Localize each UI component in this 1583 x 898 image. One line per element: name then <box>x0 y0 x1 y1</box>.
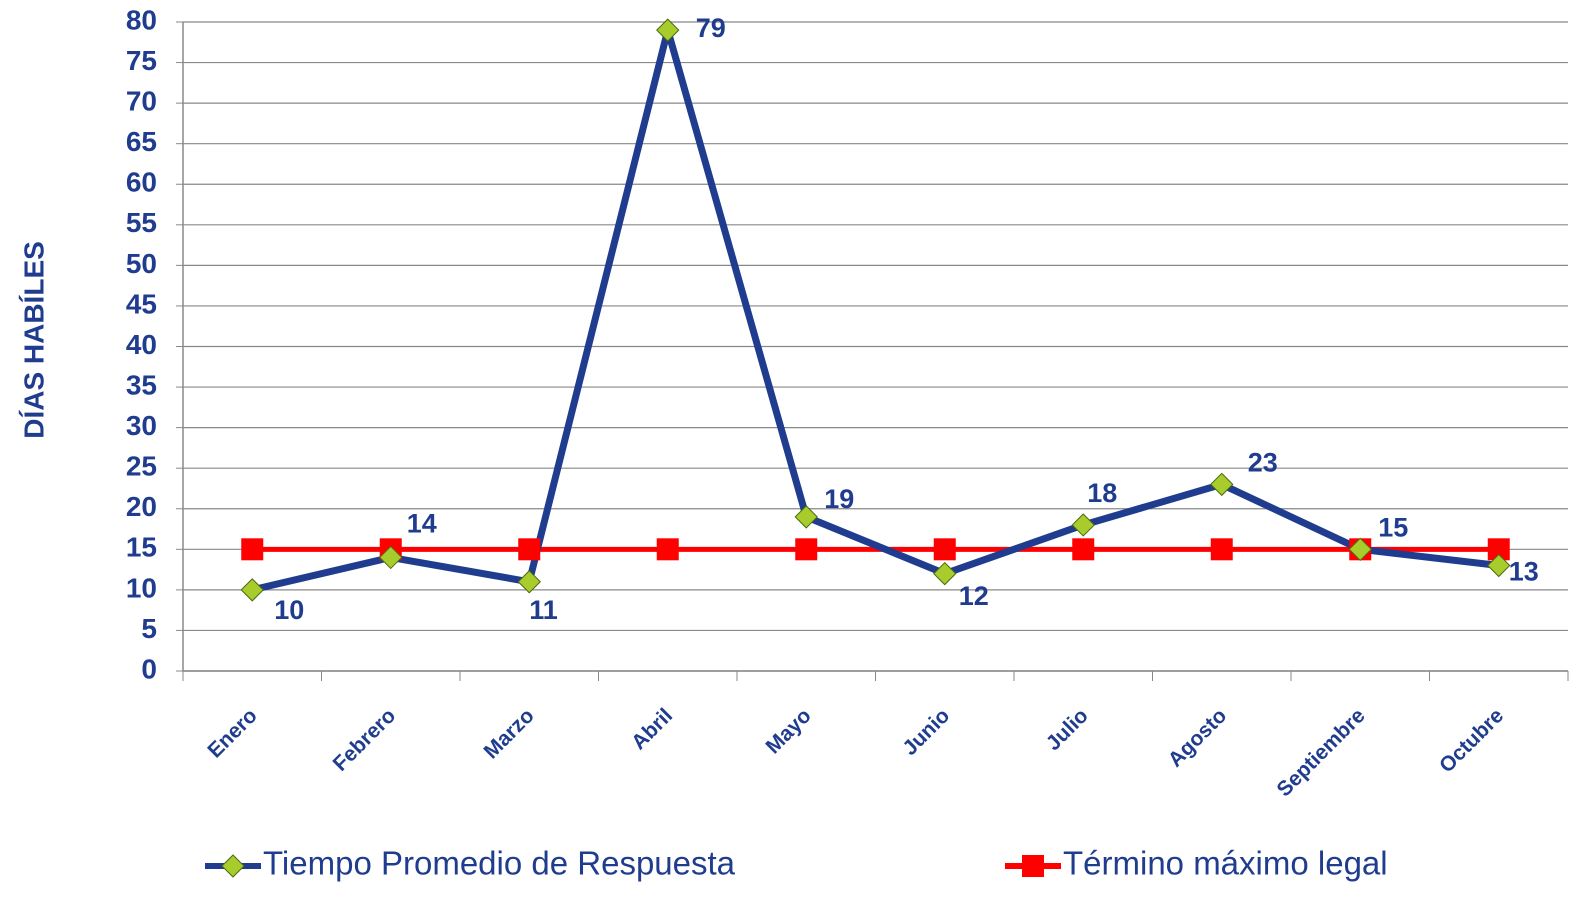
marker <box>1071 513 1095 537</box>
y-tick-label: 65 <box>126 126 157 157</box>
marker <box>1210 538 1233 561</box>
data-label: 10 <box>274 595 304 625</box>
data-label: 15 <box>1378 512 1408 542</box>
data-label: 11 <box>529 595 558 625</box>
y-tick-label: 40 <box>126 329 157 360</box>
marker <box>1022 855 1044 877</box>
data-label: 23 <box>1248 448 1278 478</box>
x-tick-label: Enero <box>203 704 261 762</box>
marker <box>1072 538 1095 561</box>
x-tick-label: Octubre <box>1435 704 1508 777</box>
data-label: 19 <box>824 484 854 514</box>
marker <box>1348 537 1372 562</box>
marker <box>1210 472 1234 497</box>
x-tick-label: Junio <box>898 704 954 760</box>
data-label: 18 <box>1087 478 1117 508</box>
x-tick-label: Julio <box>1042 704 1093 755</box>
x-tick-label: Febrero <box>329 704 401 776</box>
y-tick-label: 25 <box>126 451 157 482</box>
y-tick-label: 15 <box>126 532 157 563</box>
y-tick-label: 35 <box>126 369 157 400</box>
y-tick-label: 55 <box>126 207 157 238</box>
data-label: 13 <box>1509 557 1539 587</box>
y-tick-label: 80 <box>126 4 157 35</box>
y-tick-label: 45 <box>126 288 157 319</box>
marker <box>794 505 818 529</box>
marker <box>656 18 680 42</box>
marker <box>241 538 264 561</box>
x-tick-label: Abril <box>627 704 677 754</box>
marker <box>1487 538 1510 561</box>
marker <box>517 570 541 594</box>
marker <box>1487 553 1511 578</box>
y-tick-label: 10 <box>126 572 157 603</box>
legend-label: Término máximo legal <box>1063 845 1388 882</box>
x-tick-label: Marzo <box>480 704 539 763</box>
series-line <box>251 26 1500 594</box>
marker <box>518 538 541 561</box>
data-label: 79 <box>696 13 726 43</box>
y-tick-label: 60 <box>126 167 157 198</box>
y-tick-label: 75 <box>126 45 157 76</box>
marker <box>379 545 403 570</box>
legend-label: Tiempo Promedio de Respuesta <box>263 845 736 882</box>
y-tick-label: 0 <box>141 653 157 684</box>
y-tick-label: 20 <box>126 491 157 522</box>
marker <box>656 538 679 561</box>
x-tick-label: Septiembre <box>1273 704 1370 801</box>
y-axis-label: DÍAS HABÍLES <box>18 241 49 439</box>
marker <box>240 578 264 602</box>
data-label: 14 <box>407 509 437 539</box>
marker <box>221 854 245 878</box>
y-tick-label: 30 <box>126 410 157 441</box>
y-tick-label: 70 <box>126 86 157 117</box>
x-tick-label: Mayo <box>761 704 815 758</box>
marker <box>795 538 818 561</box>
x-tick-label: Agosto <box>1164 704 1231 771</box>
data-label: 12 <box>959 581 989 611</box>
marker <box>933 561 957 586</box>
y-tick-label: 50 <box>126 248 157 279</box>
y-tick-label: 5 <box>141 613 157 644</box>
marker <box>933 538 956 561</box>
